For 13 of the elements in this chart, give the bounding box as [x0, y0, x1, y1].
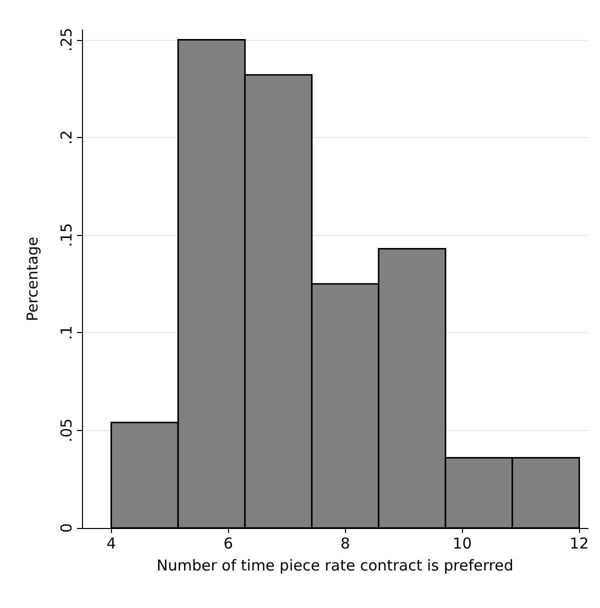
- y-tick-label: .05: [58, 418, 76, 442]
- y-tick-label: .25: [58, 28, 76, 52]
- x-axis-title: Number of time piece rate contract is preferred: [156, 556, 514, 574]
- y-tick-label: .1: [58, 326, 76, 340]
- y-axis-title: Percentage: [24, 236, 42, 322]
- x-tick-label: 10: [452, 534, 472, 552]
- y-tick-label: .2: [58, 130, 76, 145]
- x-tick-label: 6: [223, 534, 234, 552]
- y-tick-label: .15: [58, 223, 76, 247]
- x-tick-label: 4: [106, 534, 116, 552]
- y-tick-label: 0: [58, 523, 76, 533]
- x-tick-label: 8: [340, 534, 350, 552]
- x-tick-label: 12: [570, 534, 589, 552]
